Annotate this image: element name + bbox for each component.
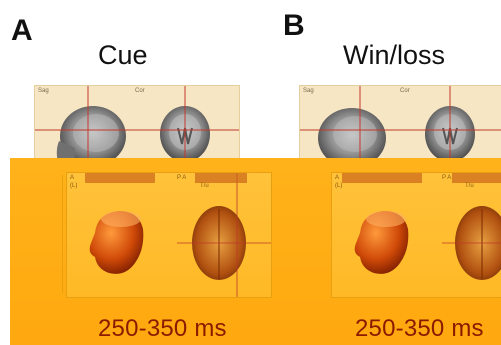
label-l: (L) [335,183,343,189]
panel-a-letter: A [11,14,33,47]
panel-a-mri-image [35,86,239,181]
panel-b-title: Win/loss [343,40,446,70]
label-pa: P A [177,175,187,181]
label-a: A [335,175,340,181]
panel-a-time-window: 250-350 ms [98,315,227,342]
label-a: A [70,175,75,181]
panel-a-title: Cue [98,40,148,70]
panel-b-3d-render: A (L) P A T/u [331,172,501,298]
panel-b-render-image [342,173,501,280]
label-pa: P A [442,175,452,181]
mri-sagittal-label: Sag [303,88,314,94]
label-tu: T/u [465,183,474,189]
panel-a-3d-render: A (L) P A T/u [66,172,272,298]
panel-b-letter: B [283,9,305,42]
label-tu: T/u [200,183,209,189]
panel-a-left-strip [12,175,63,293]
panel-b-mri-image [300,86,501,181]
mri-coronal-label: Cor [135,88,145,94]
mri-coronal-label: Cor [400,88,410,94]
mri-sagittal-label: Sag [38,88,49,94]
panel-b-time-window: 250-350 ms [355,315,484,342]
panel-a-render-image [85,173,271,297]
label-l: (L) [70,183,78,189]
